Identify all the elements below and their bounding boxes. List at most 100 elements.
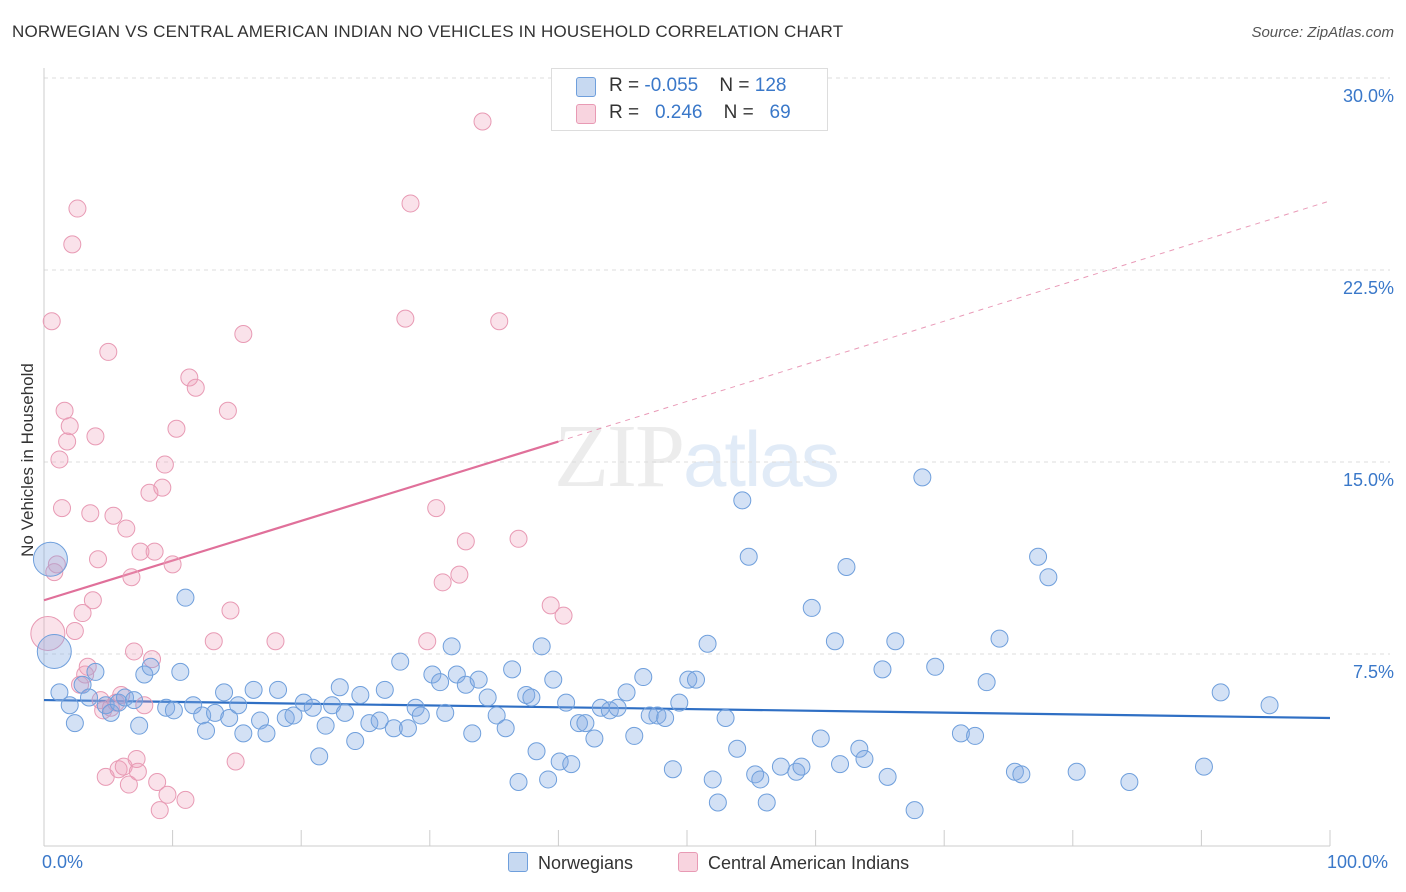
point-norwegians (503, 660, 522, 679)
point-norwegians (1012, 765, 1031, 784)
point-norwegians (1211, 683, 1230, 702)
legend-swatch-blue (576, 77, 596, 97)
point-norwegians (562, 755, 581, 774)
point-norwegians (1039, 568, 1058, 587)
point-norwegians (478, 688, 497, 707)
point-central-american-indian (433, 573, 452, 592)
point-central-american-indian (104, 506, 123, 525)
point-norwegians (926, 657, 945, 676)
point-norwegians (539, 770, 558, 789)
point-central-american-indian (30, 616, 66, 652)
point-norwegians (125, 691, 144, 710)
point-norwegians (608, 698, 627, 717)
axes (43, 68, 1331, 847)
point-central-american-indian (117, 519, 136, 538)
point-norwegians (634, 668, 653, 687)
point-norwegians (687, 670, 706, 689)
point-norwegians (886, 632, 905, 651)
point-central-american-indian (473, 112, 492, 131)
point-norwegians (86, 662, 105, 681)
point-norwegians (60, 696, 79, 715)
x-tick-label-min: 0.0% (42, 852, 84, 872)
trend-line-norwegians (43, 698, 1331, 720)
point-norwegians (787, 762, 806, 781)
point-central-american-indian (119, 775, 138, 794)
point-central-american-indian (427, 499, 446, 518)
point-central-american-indian (221, 601, 240, 620)
point-norwegians (663, 760, 682, 779)
point-central-american-indian (47, 555, 66, 574)
point-central-american-indian (53, 499, 72, 518)
point-norwegians (335, 703, 354, 722)
point-norwegians (32, 541, 68, 577)
point-norwegians (837, 557, 856, 576)
point-norwegians (398, 719, 417, 738)
point-central-american-indian (148, 773, 167, 791)
point-norwegians (411, 706, 430, 725)
point-central-american-indian (186, 378, 205, 397)
point-norwegians (771, 757, 790, 776)
bottom-legend-central-american-indians: Central American Indians (678, 852, 909, 874)
point-norwegians (244, 680, 263, 699)
x-tick-label-max: 100.0% (1327, 852, 1389, 872)
point-norwegians (496, 719, 515, 738)
legend-r-value: 0.246 (654, 102, 703, 123)
point-norwegians (733, 491, 752, 510)
chart-title: NORWEGIAN VS CENTRAL AMERICAN INDIAN NO … (12, 22, 844, 41)
point-central-american-indian (145, 542, 164, 561)
point-norwegians (284, 706, 303, 725)
point-central-american-indian (86, 427, 105, 446)
watermark: ZIPatlas (554, 405, 840, 508)
point-norwegians (617, 683, 636, 702)
point-norwegians (913, 468, 932, 487)
point-norwegians (310, 747, 329, 766)
point-norwegians (330, 678, 349, 697)
data-points (30, 112, 1279, 820)
point-norwegians (215, 683, 234, 702)
point-norwegians (220, 709, 239, 727)
point-central-american-indian (60, 417, 79, 436)
point-central-american-indian (42, 312, 61, 331)
point-norwegians (1194, 757, 1213, 776)
point-central-american-indian (63, 235, 82, 254)
point-norwegians (135, 665, 154, 684)
point-central-american-indian (456, 532, 475, 551)
point-norwegians (391, 652, 410, 671)
point-norwegians (351, 685, 370, 704)
point-norwegians (855, 749, 874, 768)
trend-line-central-american-indians (43, 440, 559, 602)
point-norwegians (1260, 696, 1279, 715)
point-norwegians (905, 801, 924, 820)
point-norwegians (527, 742, 546, 761)
point-norwegians (509, 773, 528, 791)
point-norwegians (80, 688, 99, 707)
legend-r-value: -0.055 (644, 75, 699, 96)
point-norwegians (294, 693, 313, 712)
trend-line-extension (558, 200, 1331, 442)
point-norwegians (679, 670, 698, 689)
point-norwegians (739, 547, 758, 566)
point-norwegians (1120, 773, 1139, 791)
point-norwegians (346, 732, 365, 751)
y-tick-label: 30.0% (1342, 86, 1394, 106)
point-central-american-indian (401, 194, 420, 213)
point-central-american-indian (91, 691, 110, 710)
point-norwegians (825, 632, 844, 651)
point-norwegians (469, 670, 488, 689)
point-norwegians (384, 719, 403, 738)
point-central-american-indian (554, 606, 573, 625)
point-norwegians (698, 634, 717, 653)
point-norwegians (625, 726, 644, 745)
legend-swatch-blue (508, 852, 528, 872)
point-norwegians (544, 670, 563, 689)
point-norwegians (873, 660, 892, 679)
point-norwegians (878, 767, 897, 786)
point-norwegians (746, 765, 765, 784)
point-central-american-indian (125, 642, 144, 661)
point-norwegians (728, 739, 747, 758)
point-norwegians (234, 724, 253, 743)
point-norwegians (36, 633, 72, 669)
point-central-american-indian (131, 542, 150, 561)
point-norwegians (257, 724, 276, 743)
